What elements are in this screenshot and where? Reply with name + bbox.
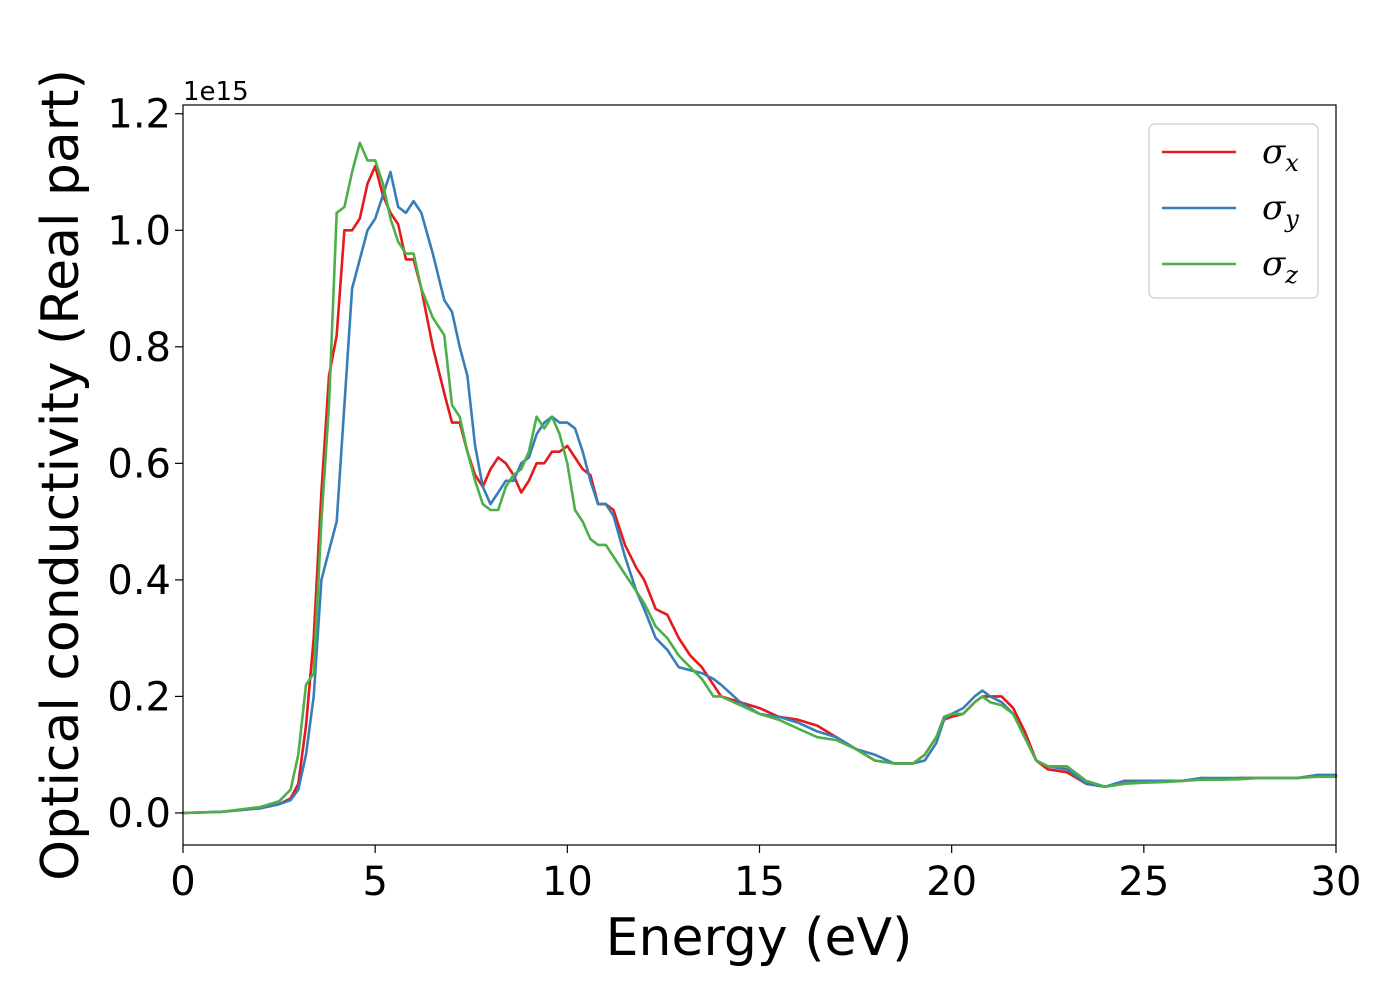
x-tick-label: 20 xyxy=(926,859,977,905)
legend-label-z: σz xyxy=(1262,244,1298,289)
y-tick-label: 0.4 xyxy=(107,558,171,604)
series-line-z xyxy=(181,141,1338,815)
x-tick-label: 5 xyxy=(362,859,387,905)
legend-box xyxy=(1148,123,1319,299)
x-tick-label: 0 xyxy=(170,859,195,905)
legend-label-x: σx xyxy=(1262,132,1299,177)
x-tick-label: 30 xyxy=(1311,859,1362,905)
x-tick-label: 10 xyxy=(542,859,593,905)
y-axis-ticks: 0.0 0.2 0.4 0.6 0.8 1.0 1.2 xyxy=(107,92,183,837)
y-offset-label: 1e15 xyxy=(183,77,249,107)
legend: σx σy σz xyxy=(1148,123,1319,299)
series-line-x xyxy=(181,164,1338,815)
legend-label-y: σy xyxy=(1262,188,1299,233)
y-tick-label: 0.2 xyxy=(107,674,171,720)
x-tick-label: 15 xyxy=(734,859,785,905)
x-axis-label: Energy (eV) xyxy=(606,908,913,968)
x-tick-label: 25 xyxy=(1118,859,1169,905)
x-axis-ticks: 0 5 10 15 20 25 30 xyxy=(170,845,1361,905)
y-tick-label: 1.2 xyxy=(107,92,171,138)
y-tick-label: 0.8 xyxy=(107,325,171,371)
y-tick-label: 1.0 xyxy=(107,208,171,254)
y-tick-label: 0.0 xyxy=(107,791,171,837)
y-tick-label: 0.6 xyxy=(107,441,171,487)
series-layer xyxy=(181,141,1338,815)
y-axis-label: Optical conductivity (Real part) xyxy=(31,69,91,881)
